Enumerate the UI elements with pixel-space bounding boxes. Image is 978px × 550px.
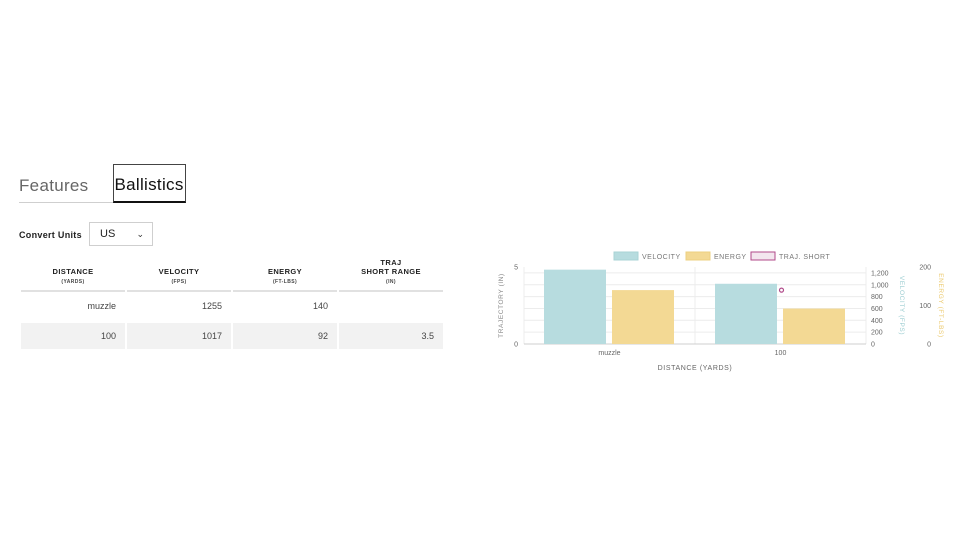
cell-distance: muzzle — [87, 301, 116, 311]
y-velocity-tick-label: 400 — [871, 318, 883, 325]
y-velocity-tick-label: 200 — [871, 330, 883, 337]
cell-velocity: 1017 — [127, 320, 231, 349]
y-left-tick-label: 0 — [514, 342, 518, 349]
legend-traj-short-label: TRAJ. SHORT — [779, 254, 830, 261]
tab-features[interactable]: Features — [19, 165, 113, 203]
cell-energy: 140 — [312, 301, 328, 311]
y-velocity-tick-label: 1,200 — [871, 270, 889, 277]
velocity-bar — [544, 269, 606, 344]
ballistics-chart: muzzle 100 0 5 0 200 400 600 800 1,000 1,200 0 100 20… — [498, 251, 944, 372]
velocity-bar — [715, 283, 777, 344]
y-velocity-tick-label: 800 — [871, 294, 883, 301]
y-energy-axis-title: ENERGY (FT-LBS) — [937, 273, 944, 338]
y-energy-tick-label: 200 — [919, 265, 931, 272]
y-velocity-tick-label: 0 — [871, 342, 875, 349]
y-energy-tick-label: 0 — [927, 342, 931, 349]
table-row: muzzle 1255 140 — [21, 292, 443, 320]
convert-units-label: Convert Units — [19, 230, 82, 240]
x-tick-label: 100 — [775, 350, 787, 357]
x-axis-title: DISTANCE (YARDS) — [658, 365, 733, 372]
y-left-axis-title: TRAJECTORY (IN) — [498, 273, 505, 338]
tab-ballistics[interactable]: Ballistics — [112, 164, 186, 203]
cell-energy: 92 — [233, 320, 337, 349]
tab-bar: Features Ballistics — [19, 164, 186, 203]
col-header-velocity: VELOCITY (FPS) — [127, 255, 231, 292]
legend-traj-short-swatch — [750, 251, 776, 261]
energy-bar — [783, 308, 845, 344]
energy-bar — [612, 290, 674, 344]
y-left-tick-label: 5 — [514, 265, 518, 272]
legend-velocity-label: VELOCITY — [642, 254, 681, 261]
legend-energy-label: ENERGY — [714, 254, 747, 261]
ballistics-table: DISTANCE (YARDS) VELOCITY (FPS) ENERGY (FT-… — [19, 255, 445, 349]
col-header-traj: TRAJ SHORT RANGE (IN) — [339, 255, 443, 292]
cell-traj: 3.5 — [339, 320, 443, 349]
cell-velocity: 1255 — [201, 301, 222, 311]
table-row: 100 1017 92 3.5 — [21, 320, 443, 349]
cell-distance: 100 — [21, 320, 125, 349]
y-velocity-axis-title: VELOCITY (FPS) — [898, 276, 905, 335]
y-velocity-tick-label: 1,000 — [871, 282, 889, 289]
col-header-distance: DISTANCE (YARDS) — [21, 255, 125, 292]
chevron-down-icon: ⌄ — [136, 228, 144, 239]
units-select[interactable]: US ⌄ — [89, 222, 153, 246]
units-selected-value: US — [100, 228, 116, 240]
cell-traj — [339, 292, 443, 320]
col-header-energy: ENERGY (FT-LBS) — [233, 255, 337, 292]
traj-point — [778, 287, 785, 293]
y-velocity-tick-label: 600 — [871, 306, 883, 313]
legend-energy-swatch — [685, 251, 711, 261]
x-tick-label: muzzle — [598, 350, 620, 357]
legend-velocity-swatch — [613, 251, 639, 261]
y-energy-tick-label: 100 — [919, 303, 931, 310]
